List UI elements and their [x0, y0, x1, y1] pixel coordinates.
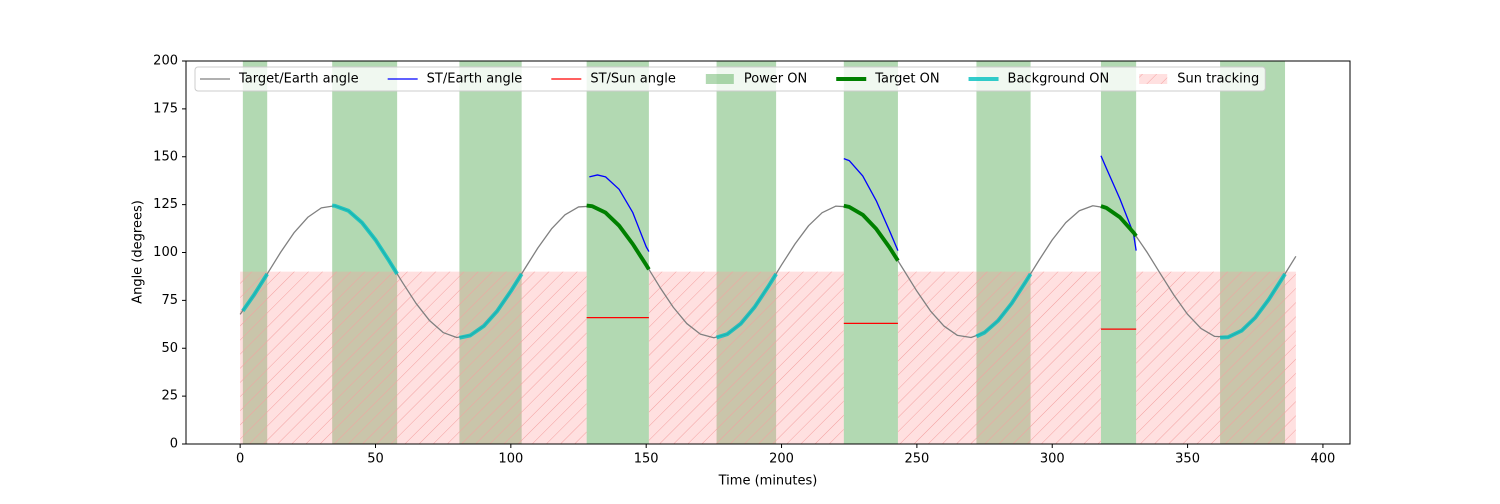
x-tick-label: 150: [634, 452, 659, 467]
legend-label: Target/Earth angle: [238, 72, 359, 87]
y-tick-label: 75: [161, 293, 178, 308]
x-tick-label: 100: [498, 452, 523, 467]
x-tick-label: 200: [769, 452, 794, 467]
x-tick-label: 0: [236, 452, 244, 467]
y-tick-label: 0: [170, 437, 178, 452]
y-tick-label: 100: [153, 245, 178, 260]
y-axis-label: Angle (degrees): [131, 200, 146, 304]
x-tick-label: 400: [1311, 452, 1336, 467]
legend-label: Background ON: [1008, 72, 1110, 87]
band-hatch: [240, 271, 587, 444]
y-tick-label: 125: [153, 197, 178, 212]
y-tick-label: 200: [153, 54, 178, 69]
x-tick-label: 350: [1175, 452, 1200, 467]
plot-area: [239, 61, 1297, 444]
x-tick-label: 250: [904, 452, 929, 467]
x-tick-label: 300: [1040, 452, 1065, 467]
y-tick-label: 175: [153, 101, 178, 116]
y-tick-label: 50: [161, 341, 178, 356]
legend-label: Sun tracking: [1177, 72, 1259, 87]
band-hatch: [648, 271, 844, 444]
legend-label: ST/Sun angle: [590, 72, 676, 87]
legend-label: Power ON: [744, 72, 807, 87]
y-tick-label: 25: [161, 389, 178, 404]
legend-hatch: [1139, 74, 1168, 84]
line: [586, 316, 1137, 330]
x-tick-label: 50: [367, 452, 384, 467]
band-hatch: [897, 271, 1101, 444]
span: [1100, 61, 1137, 444]
line: [589, 155, 1137, 252]
line: [586, 203, 1138, 271]
legend-handle: [705, 74, 734, 84]
legend-label: ST/Earth angle: [427, 72, 523, 87]
legend-box: [194, 66, 1266, 92]
span: [843, 61, 898, 444]
x-axis-label: Time (minutes): [718, 474, 818, 489]
y-tick-label: 150: [153, 149, 178, 164]
line: [241, 203, 1287, 340]
legend-label: Target ON: [874, 72, 939, 87]
legend: Target/Earth angle ST/Earth angle ST/Sun a…: [194, 66, 1266, 92]
